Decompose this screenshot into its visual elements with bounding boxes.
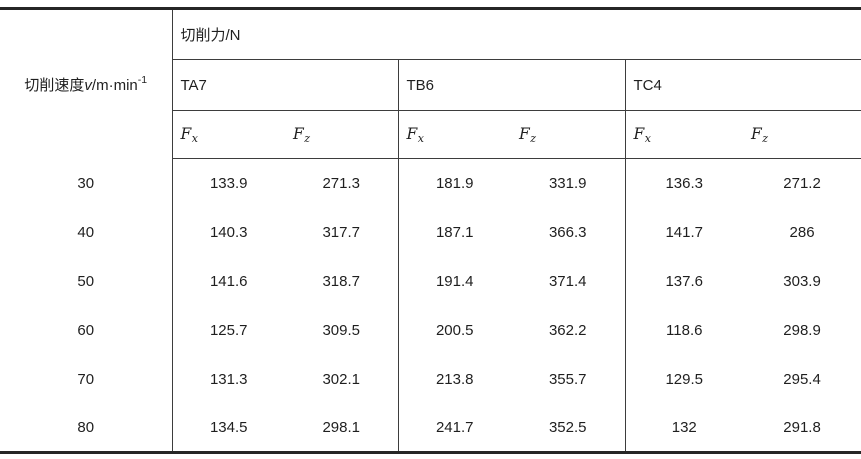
cutting-force-table: 切削速度v/m·min-1 切削力/N TA7 TB6 TC4 Fx Fz Fx… <box>0 7 861 454</box>
header-row-components: Fx Fz Fx Fz Fx Fz <box>0 110 861 159</box>
value-cell-tb6-fz: 362.2 <box>548 321 587 339</box>
value-cell-tb6-fx: 241.7 <box>397 403 511 453</box>
value-cell-tb6-fz: 371.4 <box>548 272 587 290</box>
value-cell-tc4-fx: 129.5 <box>624 354 743 404</box>
value-cell-tc4-fx: 132 <box>624 403 743 453</box>
speed-unit: /m·min <box>91 76 138 94</box>
value-cell-tb6-fz: 331.9 <box>548 174 587 192</box>
value-cell-tb6-fx: 191.4 <box>397 256 511 306</box>
value-cell-ta7-fz: 302.1 <box>322 370 361 388</box>
value-cell-tb6-fz: 355.7 <box>548 370 587 388</box>
value-cell-ta7-fx: 131.3 <box>209 370 248 388</box>
group-header-tb6: TB6 <box>397 59 625 111</box>
subheader-ta7-fz: Fz <box>285 110 398 159</box>
table-row: 30 133.9 271.3 181.9 331.9 136.3 271.2 <box>0 158 861 208</box>
value-cell-tb6-fz: 352.5 <box>548 418 587 436</box>
value-cell-ta7-fx: 140.3 <box>209 223 248 241</box>
value-cell-tc4-fz: 271.2 <box>783 174 821 192</box>
value-cell-ta7-fx: 134.5 <box>209 418 248 436</box>
subheader-tb6-fz: Fz <box>511 110 625 159</box>
speed-cell: 80 <box>0 403 173 453</box>
value-cell-ta7-fz: 317.7 <box>322 223 361 241</box>
table-row: 70 131.3 302.1 213.8 355.7 129.5 295.4 <box>0 354 861 404</box>
value-cell-tb6-fx: 187.1 <box>397 207 511 257</box>
speed-cell: 30 <box>0 158 173 208</box>
speed-header-prefix: 切削速度 <box>24 76 85 94</box>
subheader-tc4-fz: Fz <box>743 110 861 159</box>
speed-cell: 40 <box>0 207 173 257</box>
value-cell-ta7-fz: 318.7 <box>322 272 361 290</box>
table-row: 60 125.7 309.5 200.5 362.2 118.6 298.9 <box>0 305 861 355</box>
speed-column-header: 切削速度v/m·min-1 <box>0 8 173 159</box>
table-row: 50 141.6 318.7 191.4 371.4 137.6 303.9 <box>0 256 861 306</box>
header-row-force: 切削速度v/m·min-1 切削力/N <box>0 8 861 159</box>
value-cell-tb6-fx: 181.9 <box>397 158 511 208</box>
value-cell-tc4-fx: 136.3 <box>624 158 743 208</box>
value-cell-tc4-fz: 291.8 <box>783 418 821 436</box>
group-header-ta7: TA7 <box>172 59 398 111</box>
table-row: 80 134.5 298.1 241.7 352.5 132 291.8 <box>0 403 861 453</box>
value-cell-ta7-fx: 133.9 <box>209 174 248 192</box>
speed-variable: v <box>84 76 92 94</box>
value-cell-tc4-fx: 137.6 <box>624 256 743 306</box>
value-cell-tb6-fz: 366.3 <box>548 223 587 241</box>
speed-cell: 50 <box>0 256 173 306</box>
value-cell-tc4-fz: 286 <box>789 223 815 241</box>
value-cell-tb6-fx: 213.8 <box>397 354 511 404</box>
value-cell-ta7-fz: 298.1 <box>322 418 361 436</box>
speed-cell: 70 <box>0 354 173 404</box>
value-cell-tc4-fz: 295.4 <box>783 370 821 388</box>
value-cell-ta7-fz: 309.5 <box>322 321 361 339</box>
value-cell-tc4-fx: 141.7 <box>624 207 743 257</box>
value-cell-ta7-fx: 141.6 <box>209 272 248 290</box>
subheader-tc4-fx: Fx <box>624 110 743 159</box>
value-cell-ta7-fx: 125.7 <box>209 321 248 339</box>
group-header-tc4: TC4 <box>624 59 861 111</box>
header-row-groups: TA7 TB6 TC4 <box>0 59 861 111</box>
subheader-ta7-fx: Fx <box>172 110 285 159</box>
force-header: 切削力/N <box>172 8 861 60</box>
speed-unit-exponent: -1 <box>137 73 148 86</box>
speed-cell: 60 <box>0 305 173 355</box>
subheader-tb6-fx: Fx <box>397 110 511 159</box>
value-cell-tc4-fz: 298.9 <box>783 321 821 339</box>
value-cell-tc4-fz: 303.9 <box>783 272 821 290</box>
value-cell-tc4-fx: 118.6 <box>624 305 743 355</box>
value-cell-ta7-fz: 271.3 <box>322 174 361 192</box>
table-row: 40 140.3 317.7 187.1 366.3 141.7 286 <box>0 207 861 257</box>
value-cell-tb6-fx: 200.5 <box>397 305 511 355</box>
